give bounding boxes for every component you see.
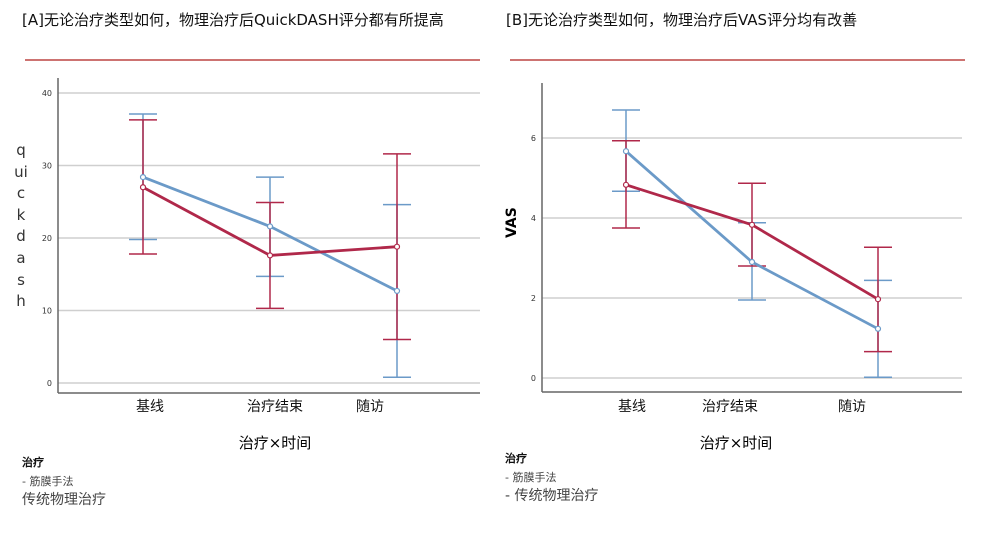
- chart-a-legend: 治疗 - 筋膜手法 传统物理治疗: [22, 454, 106, 509]
- chart-a-xtick: 基线: [136, 399, 164, 415]
- legend-title: 治疗: [22, 456, 44, 469]
- chart-b-xtick: 治疗结束: [702, 399, 758, 415]
- chart-b-xtick: 基线: [618, 399, 646, 415]
- legend-entry: 传统物理治疗: [22, 492, 106, 508]
- y-tick-label: 40: [42, 89, 52, 98]
- data-point: [266, 223, 274, 230]
- chart-a-xlabel: 治疗×时间: [238, 434, 312, 452]
- title-underline-a: [25, 59, 480, 61]
- chart-b-xlabel: 治疗×时间: [699, 434, 773, 452]
- data-point: [139, 174, 147, 181]
- data-point: [393, 243, 401, 250]
- legend-title: 治疗: [505, 452, 527, 465]
- data-point: [748, 258, 756, 266]
- data-point: [874, 325, 882, 332]
- chart-b-title: [B]无论治疗类型如何，物理治疗后VAS评分均有改善: [506, 11, 858, 29]
- y-tick-label: 30: [42, 162, 52, 171]
- y-tick-label: 10: [42, 307, 52, 316]
- chart-b-ylabel: VAS: [504, 207, 520, 238]
- y-tick-label: 0: [531, 374, 536, 383]
- chart-a-title: [A]无论治疗类型如何，物理治疗后QuickDASH评分都有所提高: [22, 11, 444, 29]
- data-point: [748, 221, 756, 228]
- legend-entry: - 传统物理治疗: [505, 488, 599, 504]
- data-point: [622, 181, 630, 188]
- y-tick-label: 2: [531, 294, 536, 303]
- chart-a-xtick: 治疗结束: [247, 399, 303, 415]
- chart-b-legend: 治疗 - 筋膜手法 - 传统物理治疗: [505, 450, 599, 505]
- chart-a-ylabel: quickdash: [14, 141, 28, 311]
- chart-b-xtick: 随访: [838, 399, 866, 415]
- chart-a-xtick: 随访: [356, 399, 384, 415]
- y-tick-label: 6: [531, 134, 536, 143]
- data-point: [139, 184, 147, 191]
- y-tick-label: 20: [42, 234, 52, 243]
- data-point: [393, 287, 401, 295]
- data-point: [874, 296, 882, 303]
- y-tick-label: 4: [531, 214, 536, 223]
- legend-entry: - 筋膜手法: [505, 471, 557, 484]
- data-point: [266, 252, 274, 259]
- legend-entry: - 筋膜手法: [22, 475, 74, 488]
- data-point: [622, 148, 630, 155]
- y-tick-label: 0: [47, 379, 52, 388]
- title-underline-b: [510, 59, 965, 61]
